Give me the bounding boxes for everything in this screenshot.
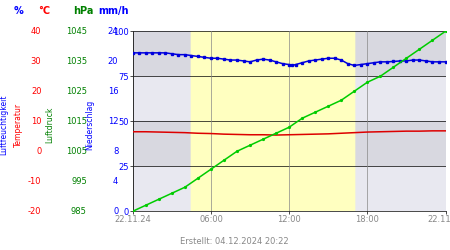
Text: 1035: 1035 bbox=[66, 57, 87, 66]
Text: 4: 4 bbox=[113, 177, 118, 186]
Bar bbox=[133, 31, 446, 76]
Bar bbox=[133, 166, 446, 211]
Text: 1025: 1025 bbox=[66, 87, 87, 96]
Text: 24: 24 bbox=[108, 27, 118, 36]
Text: 12: 12 bbox=[108, 117, 118, 126]
Text: Niederschlag: Niederschlag bbox=[86, 100, 94, 150]
Bar bbox=[133, 166, 446, 211]
Bar bbox=[133, 76, 446, 121]
Text: 0: 0 bbox=[113, 207, 118, 216]
Text: 30: 30 bbox=[31, 57, 41, 66]
Text: 1015: 1015 bbox=[66, 117, 87, 126]
Text: -10: -10 bbox=[28, 177, 41, 186]
Text: -20: -20 bbox=[28, 207, 41, 216]
Text: 0: 0 bbox=[36, 147, 41, 156]
Text: mm/h: mm/h bbox=[99, 6, 129, 16]
Bar bbox=[191, 31, 354, 211]
Text: %: % bbox=[13, 6, 23, 16]
Text: Luftdruck: Luftdruck bbox=[45, 107, 54, 143]
Text: 8: 8 bbox=[113, 147, 118, 156]
Text: Luftfeuchtigkeit: Luftfeuchtigkeit bbox=[0, 95, 8, 155]
Text: 16: 16 bbox=[108, 87, 118, 96]
Text: 20: 20 bbox=[108, 57, 118, 66]
Bar bbox=[133, 121, 446, 166]
Text: 995: 995 bbox=[71, 177, 87, 186]
Text: Erstellt: 04.12.2024 20:22: Erstellt: 04.12.2024 20:22 bbox=[180, 237, 288, 246]
Text: 40: 40 bbox=[31, 27, 41, 36]
Bar bbox=[191, 31, 354, 211]
Bar bbox=[133, 31, 446, 76]
Bar bbox=[133, 121, 446, 166]
Text: 1005: 1005 bbox=[66, 147, 87, 156]
Text: 1045: 1045 bbox=[66, 27, 87, 36]
Text: 20: 20 bbox=[31, 87, 41, 96]
Bar bbox=[133, 76, 446, 121]
Text: Temperatur: Temperatur bbox=[14, 103, 22, 147]
Text: 985: 985 bbox=[71, 207, 87, 216]
Text: hPa: hPa bbox=[73, 6, 94, 16]
Text: 10: 10 bbox=[31, 117, 41, 126]
Text: °C: °C bbox=[38, 6, 50, 16]
